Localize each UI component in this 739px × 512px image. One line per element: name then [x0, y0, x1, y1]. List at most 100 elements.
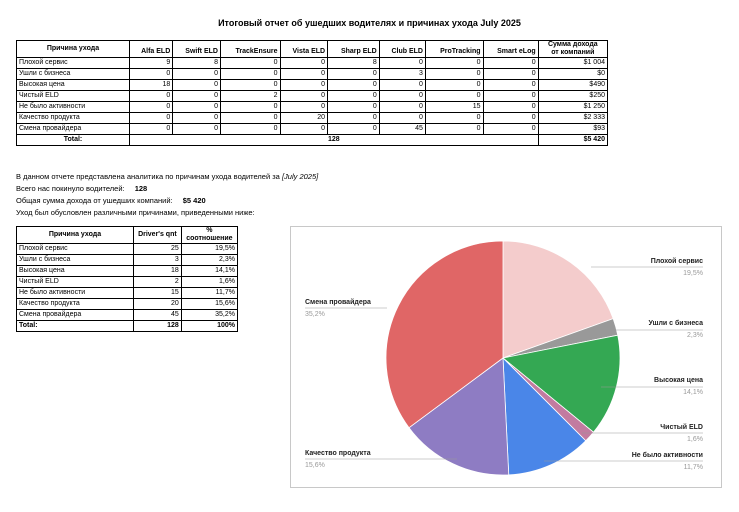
slice-percent: 11,7%	[684, 464, 703, 471]
value-cell: 0	[219, 68, 281, 80]
reason-ratio-table: Причина ухода Driver's qnt % соотношение…	[16, 226, 239, 332]
value-cell: 45	[378, 123, 426, 135]
value-cell: 0	[482, 79, 539, 91]
column-header: Sharp ELD	[327, 40, 380, 58]
table-row: Смена провайдера 45 35,2%	[16, 309, 239, 321]
table-row: Высокая цена 18 14,1%	[16, 265, 239, 277]
summary-line-period: В данном отчете представлена аналитика п…	[16, 172, 318, 181]
summary-intro-text: В данном отчете представлена аналитика п…	[16, 172, 280, 181]
total-row: Total: 128 100%	[16, 320, 239, 332]
value-cell: 3	[378, 68, 426, 80]
reason-cell: Плохой сервис	[16, 57, 130, 69]
summary-line-drivers: Всего нас покинуло водителей: 128	[16, 184, 147, 193]
value-cell: 8	[327, 57, 380, 69]
value-cell: 0	[424, 123, 484, 135]
qnt-cell: 25	[133, 243, 182, 255]
sum-cell: $93	[537, 123, 609, 135]
slice-percent: 19,5%	[683, 270, 703, 277]
total-qnt: 128	[133, 320, 182, 332]
pie-chart-panel: Плохой сервис 19,5% Ушли с бизнеса 2,3% Высо…	[290, 226, 722, 488]
summary-line-revenue: Общая сумма дохода от ушедших компаний: …	[16, 196, 206, 205]
slice-percent: 14,1%	[683, 389, 703, 396]
value-cell: 0	[128, 90, 174, 102]
value-cell: 15	[424, 101, 484, 113]
value-cell: 0	[172, 112, 221, 124]
pct-header-line-2: соотношение	[186, 235, 233, 242]
table-row: Ушли с бизнеса 3 2,3%	[16, 254, 239, 266]
value-cell: 0	[424, 68, 484, 80]
table-row: Не было активности 0 0 0 0 0 0 15 0 $1 250	[16, 101, 609, 113]
qnt-cell: 20	[133, 298, 182, 310]
qnt-cell: 45	[133, 309, 182, 321]
table-row: Смена провайдера 0 0 0 0 0 45 0 0 $93	[16, 123, 609, 135]
pie-slice	[502, 334, 621, 433]
reason-cell: Ушли с бизнеса	[16, 254, 134, 266]
sum-header-line-2: от компаний	[551, 49, 595, 56]
value-cell: 0	[424, 57, 484, 69]
report-title: Итоговый отчет об ушедших водителях и пр…	[218, 18, 521, 28]
table-row: Чистый ELD 2 1,6%	[16, 276, 239, 288]
value-cell: 0	[172, 79, 221, 91]
value-cell: 0	[279, 123, 329, 135]
table-row: Качество продукта 0 0 0 20 0 0 0 0 $2 333	[16, 112, 609, 124]
value-cell: 0	[378, 57, 426, 69]
slice-label: Высокая цена	[654, 377, 703, 384]
slice-percent: 2,3%	[687, 332, 703, 339]
pct-header-line-1: %	[206, 227, 213, 234]
value-cell: 0	[219, 79, 281, 91]
reason-cell: Смена провайдера	[16, 309, 134, 321]
summary-period: [July 2025]	[281, 172, 319, 181]
total-sum: $5 420	[537, 134, 609, 146]
value-cell: 0	[279, 57, 329, 69]
value-cell: 0	[128, 123, 174, 135]
value-cell: 0	[482, 112, 539, 124]
value-cell: 0	[378, 90, 426, 102]
pie-slice	[502, 356, 587, 476]
value-cell: 0	[327, 79, 380, 91]
table-row: Плохой сервис 25 19,5%	[16, 243, 239, 255]
sum-cell: $1 004	[537, 57, 609, 69]
value-cell: 0	[279, 90, 329, 102]
slice-label: Качество продукта	[305, 450, 371, 457]
value-cell: 0	[482, 68, 539, 80]
reason-cell: Ушли с бизнеса	[16, 68, 130, 80]
sum-cell: $1 250	[537, 101, 609, 113]
total-label: Total:	[16, 320, 134, 332]
sum-cell: $2 333	[537, 112, 609, 124]
main-report-table: Причина ухода Alfa ELD Swift ELD TrackEn…	[16, 40, 609, 146]
value-cell: 0	[128, 112, 174, 124]
reason-column-header: Причина ухода	[16, 40, 130, 58]
qnt-cell: 15	[133, 287, 182, 299]
table-row: Чистый ELD 0 0 2 0 0 0 0 0 $250	[16, 90, 609, 102]
pie-slice	[502, 240, 614, 359]
pct-cell: 35,2%	[180, 309, 239, 321]
value-cell: 0	[424, 112, 484, 124]
slice-label: Чистый ELD	[660, 423, 703, 431]
reason-cell: Качество продукта	[16, 112, 130, 124]
total-label: Total:	[16, 134, 130, 146]
reason-cell: Качество продукта	[16, 298, 134, 310]
slice-label: Не было активности	[632, 451, 703, 459]
value-cell: 9	[128, 57, 174, 69]
sum-cell: $490	[537, 79, 609, 91]
summary-revenue-label: Общая сумма дохода от ушедших компаний:	[16, 196, 173, 205]
pie-chart: Плохой сервис 19,5% Ушли с бизнеса 2,3% Высо…	[305, 240, 704, 476]
table-row: Качество продукта 20 15,6%	[16, 298, 239, 310]
reason-cell: Высокая цена	[16, 79, 130, 91]
qnt-cell: 3	[133, 254, 182, 266]
value-cell: 0	[219, 101, 281, 113]
column-header: ProTracking	[424, 40, 484, 58]
column-header: Alfa ELD	[128, 40, 174, 58]
value-cell: 0	[219, 112, 281, 124]
value-cell: 0	[327, 123, 380, 135]
slice-label: Ушли с бизнеса	[649, 319, 704, 327]
value-cell: 0	[327, 112, 380, 124]
summary-revenue-value: $5 420	[182, 196, 206, 205]
value-cell: 8	[172, 57, 221, 69]
slice-percent: 15,6%	[305, 462, 325, 469]
value-cell: 20	[279, 112, 329, 124]
column-header: Smart eLog	[482, 40, 539, 58]
value-cell: 0	[482, 90, 539, 102]
table-row: Плохой сервис 9 8 0 0 8 0 0 0 $1 004	[16, 57, 609, 69]
value-cell: 0	[424, 79, 484, 91]
